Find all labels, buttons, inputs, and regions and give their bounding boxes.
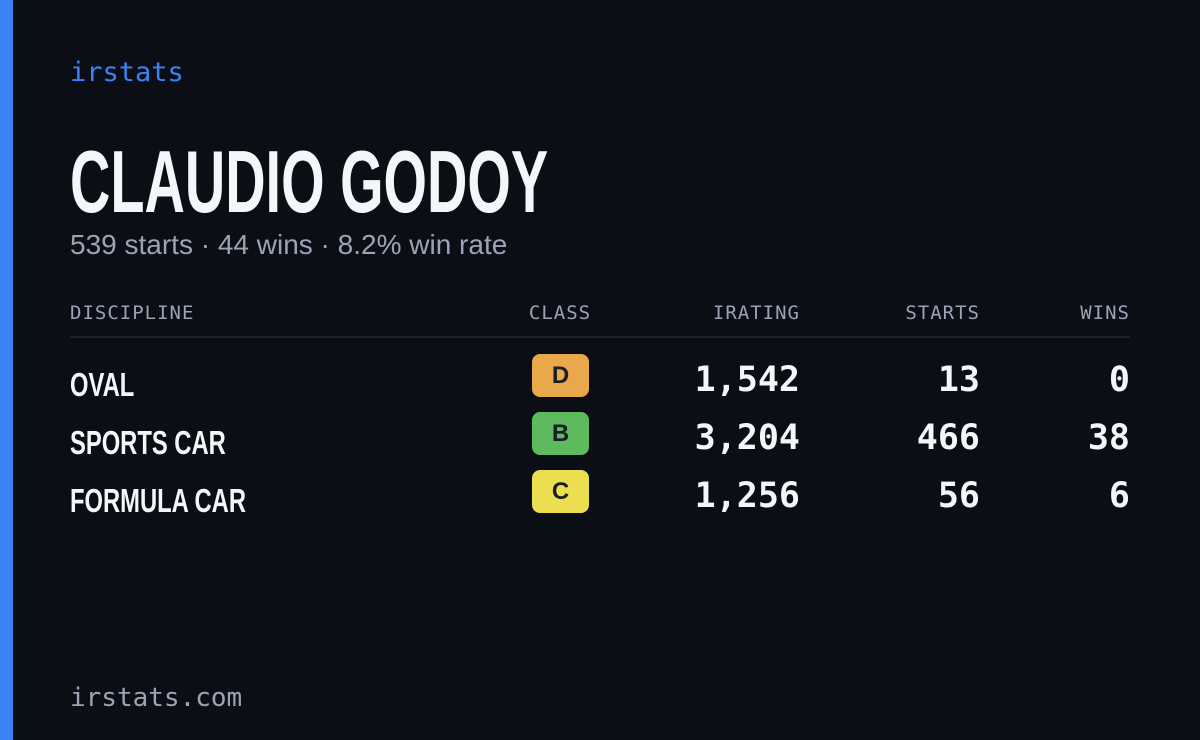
discipline: SPORTS CAR <box>70 424 226 461</box>
driver-name: CLAUDIO GODOY <box>70 132 549 231</box>
footer: irstats.com <box>70 683 243 713</box>
class-badge: D <box>532 354 589 397</box>
driver-summary: 539 starts · 44 wins · 8.2% win rate <box>70 229 508 260</box>
class-badge: C <box>532 470 589 513</box>
irating: 3,204 <box>694 418 800 458</box>
column-header: DISCIPLINE <box>70 302 195 324</box>
column-header: STARTS <box>905 302 980 324</box>
column-header: IRATING <box>712 302 800 324</box>
starts: 13 <box>937 360 980 400</box>
column-header: WINS <box>1080 302 1130 324</box>
brand: irstats <box>70 57 184 88</box>
starts: 466 <box>916 418 980 458</box>
discipline: FORMULA CAR <box>70 482 246 519</box>
irating: 1,256 <box>694 476 800 516</box>
discipline: OVAL <box>70 366 135 403</box>
header-divider <box>70 336 1130 338</box>
irating: 1,542 <box>694 360 800 400</box>
wins: 6 <box>1108 476 1130 516</box>
starts: 56 <box>937 476 980 516</box>
wins: 38 <box>1087 418 1130 458</box>
accent-bar <box>0 0 13 740</box>
wins: 0 <box>1108 360 1130 400</box>
column-header: CLASS <box>528 302 592 324</box>
class-badge: B <box>532 412 589 455</box>
